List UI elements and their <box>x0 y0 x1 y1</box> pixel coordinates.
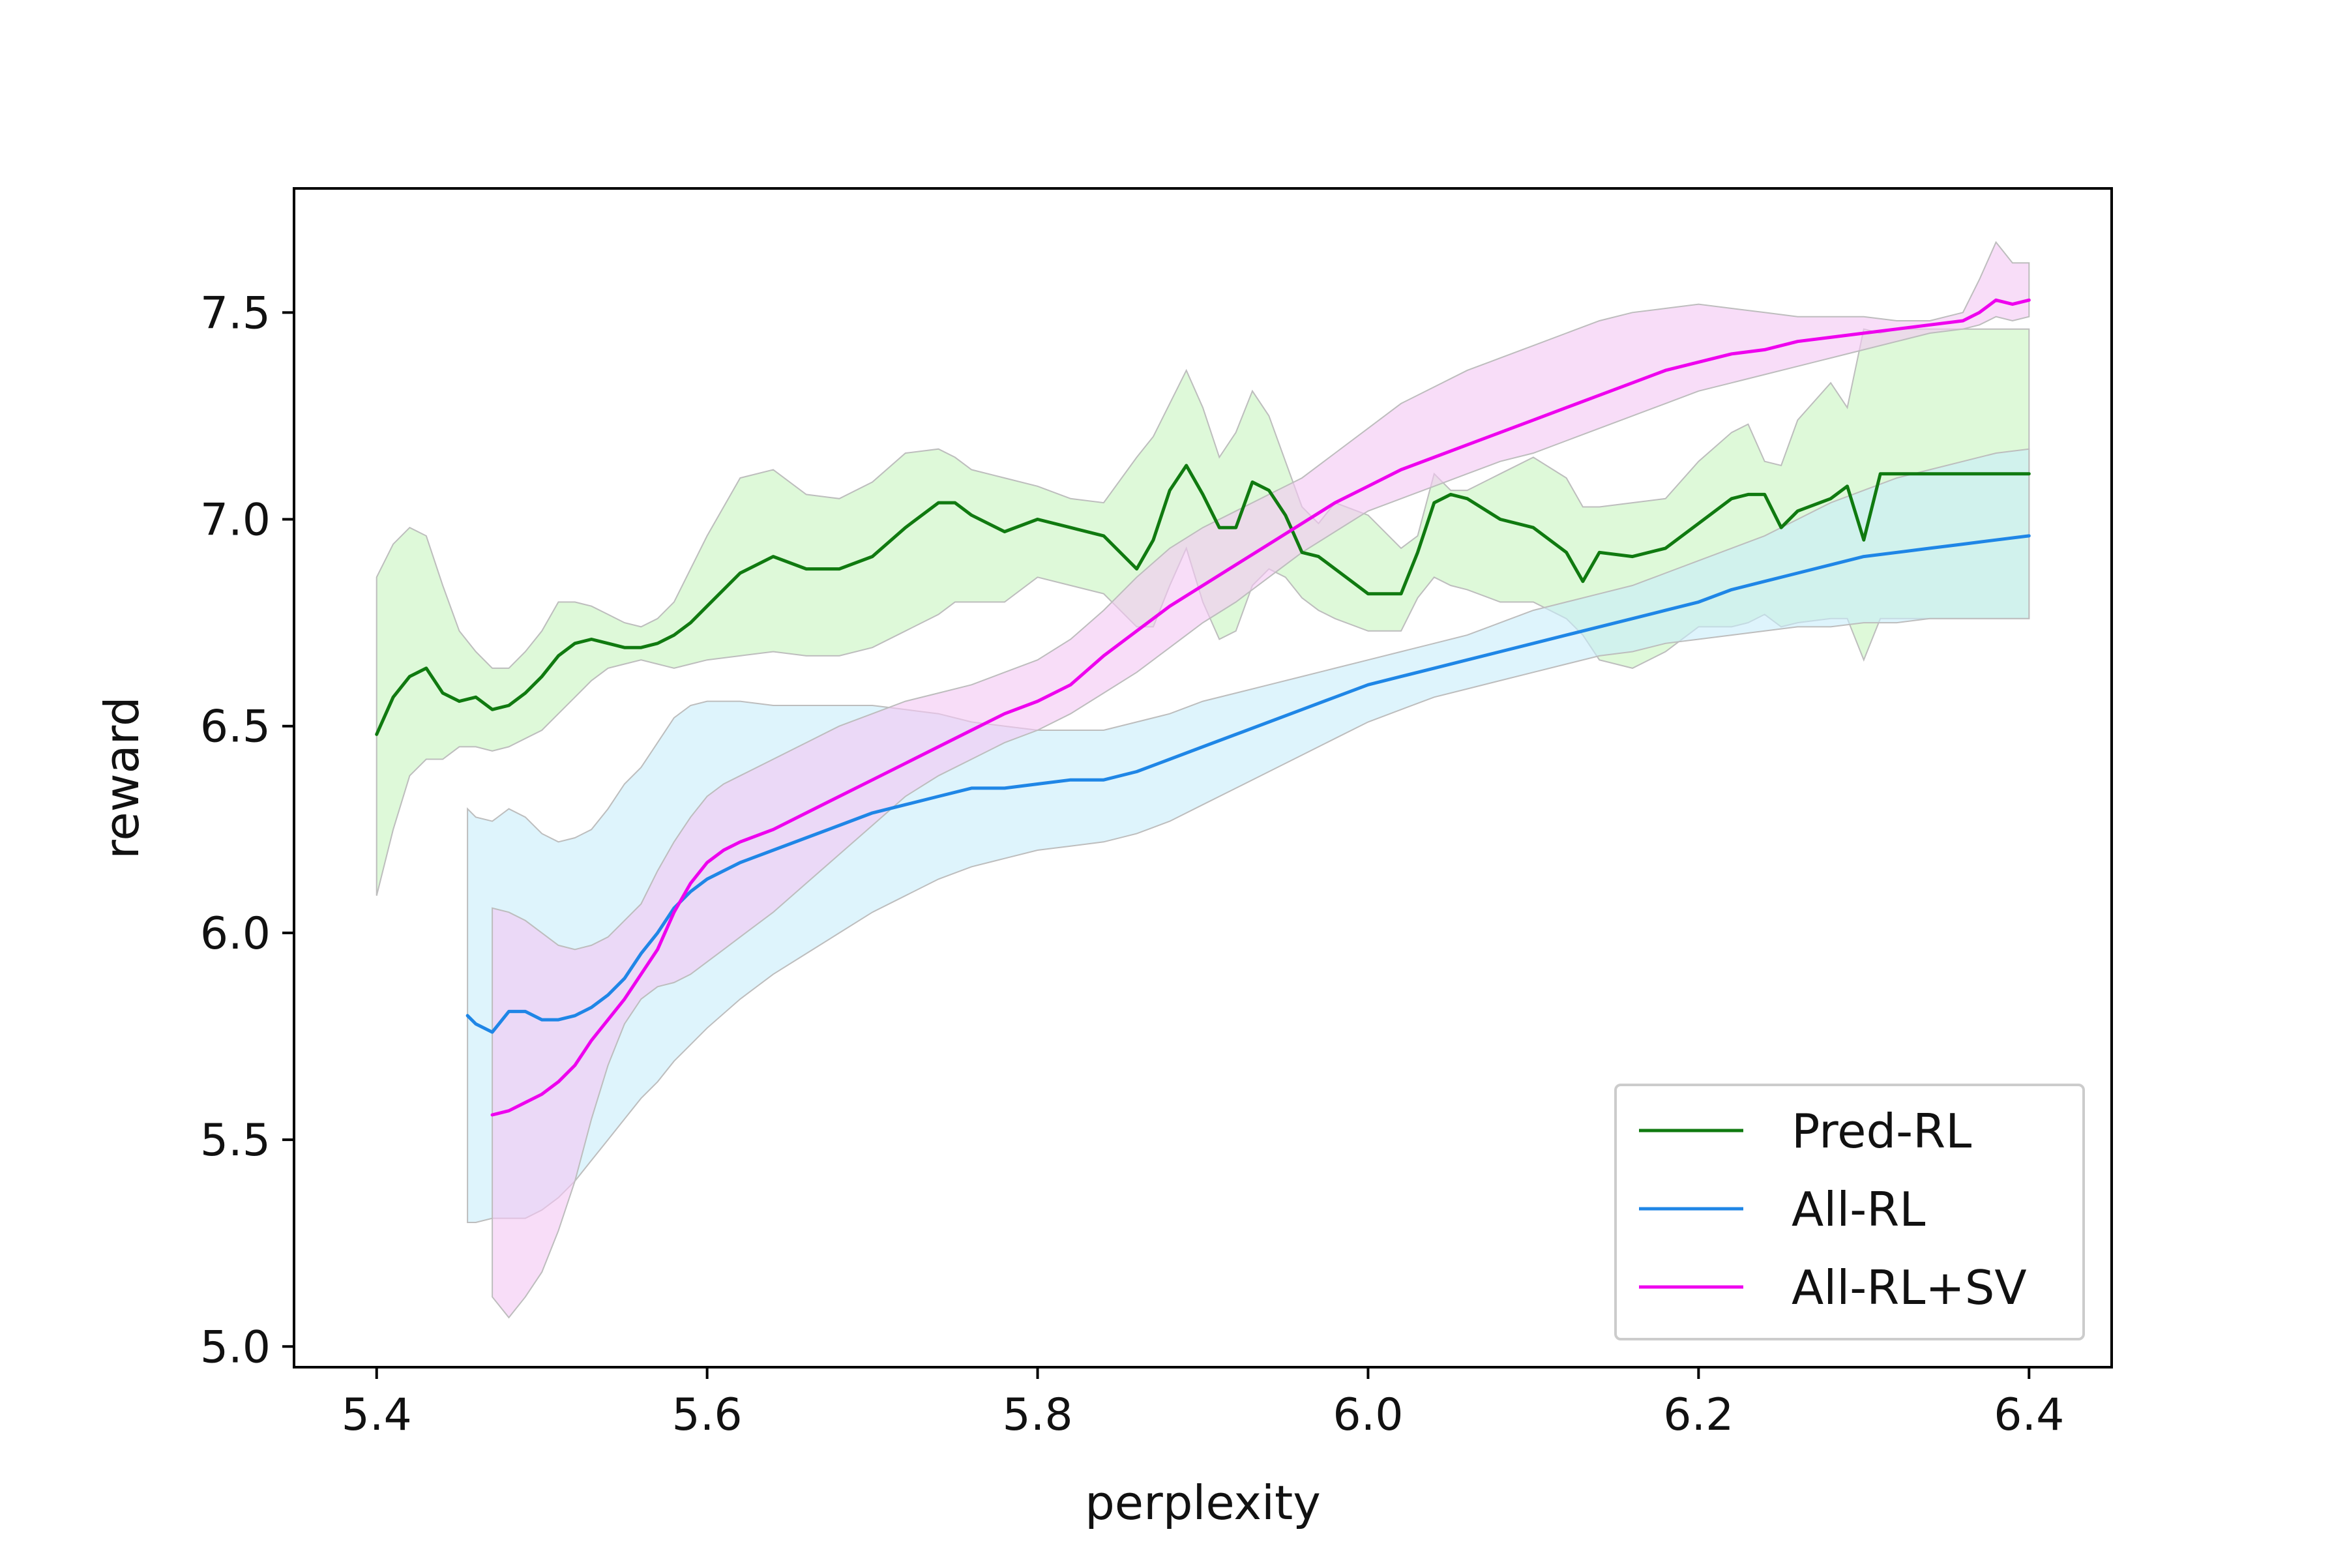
y-axis-ticks: 5.0 5.5 6.0 6.5 7.0 7.5 <box>200 288 294 1373</box>
legend-items: Pred-RL All-RL All-RL+SV <box>1639 1104 2027 1315</box>
legend-label-all-rl-sv: All-RL+SV <box>1792 1260 2027 1315</box>
band-all-rl <box>467 448 2030 1223</box>
legend-label-pred-rl: Pred-RL <box>1792 1104 1971 1159</box>
y-tick-label: 6.5 <box>200 702 271 753</box>
legend-label-all-rl: All-RL <box>1792 1182 1925 1237</box>
line-all-rl-sv <box>490 298 2031 1117</box>
series-lines <box>375 298 2031 1117</box>
confidence-bands <box>376 241 2030 1319</box>
x-tick-label: 6.4 <box>1994 1389 2064 1441</box>
legend: Pred-RL All-RL All-RL+SV <box>1614 1084 2085 1340</box>
x-axis-title: perplexity <box>1085 1475 1321 1530</box>
line-pred-rl <box>375 464 2031 736</box>
line-all-rl <box>465 534 2031 1034</box>
x-tick-label: 5.4 <box>342 1389 412 1441</box>
y-axis-title: reward <box>95 696 149 859</box>
x-tick-label: 6.2 <box>1663 1389 1734 1441</box>
x-tick-label: 6.0 <box>1333 1389 1403 1441</box>
y-tick-label: 5.5 <box>200 1115 271 1166</box>
y-tick-label: 5.0 <box>200 1322 271 1373</box>
x-tick-label: 5.8 <box>1002 1389 1072 1441</box>
y-tick-label: 7.0 <box>200 495 271 546</box>
band-all-rl-sv <box>492 241 2030 1319</box>
x-tick-label: 5.6 <box>672 1389 743 1441</box>
y-tick-label: 7.5 <box>200 288 271 339</box>
plot-frame <box>293 187 2113 1368</box>
x-axis-ticks: 5.4 5.6 5.8 6.0 6.2 6.4 <box>342 1367 2064 1441</box>
y-tick-label: 6.0 <box>200 908 271 960</box>
legend-box <box>1614 1084 2085 1340</box>
